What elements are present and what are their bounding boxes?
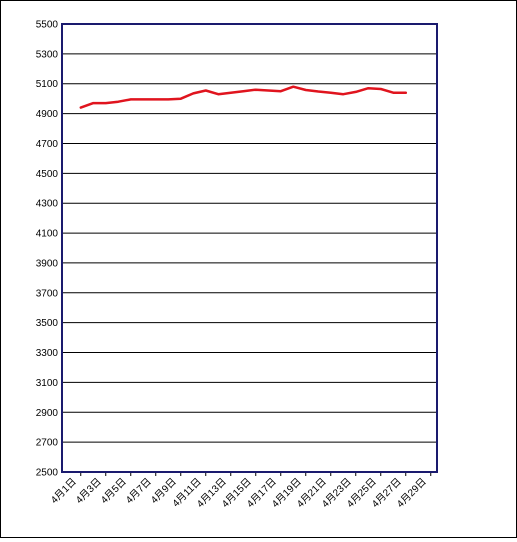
series-layer — [81, 87, 406, 108]
y-tick-label: 4100 — [36, 229, 59, 240]
y-tick-label: 3100 — [36, 378, 59, 389]
series-line — [81, 87, 406, 108]
y-tick-label: 3500 — [36, 318, 59, 329]
y-tick-label: 2700 — [36, 438, 59, 449]
y-tick-label: 2500 — [36, 468, 59, 479]
y-tick-label: 3700 — [36, 288, 59, 299]
x-tick-label: 4月5日 — [98, 476, 128, 506]
y-tick-label: 4300 — [36, 199, 59, 210]
x-tick-label: 4月1日 — [48, 476, 78, 506]
x-tick-label: 4月3日 — [73, 476, 103, 506]
gridlines — [62, 54, 437, 442]
y-tick-label: 4500 — [36, 169, 59, 180]
y-tick-label: 5100 — [36, 79, 59, 90]
y-tick-label: 3300 — [36, 348, 59, 359]
y-axis-tick-labels: 2500 2700 2900 3100 3300 3500 3700 3900 4100 4300… — [36, 20, 59, 479]
y-tick-label: 3900 — [36, 258, 59, 269]
y-tick-label: 2900 — [36, 408, 59, 419]
y-tick-label: 5500 — [36, 20, 59, 31]
y-tick-label: 4900 — [36, 109, 59, 120]
x-tick-label: 4月7日 — [123, 476, 153, 506]
y-tick-label: 4700 — [36, 139, 59, 150]
x-axis-tick-labels: 4月1日4月3日4月5日4月7日4月9日4月11日4月13日4月15日4月17日… — [48, 476, 428, 510]
y-tick-label: 5300 — [36, 49, 59, 60]
